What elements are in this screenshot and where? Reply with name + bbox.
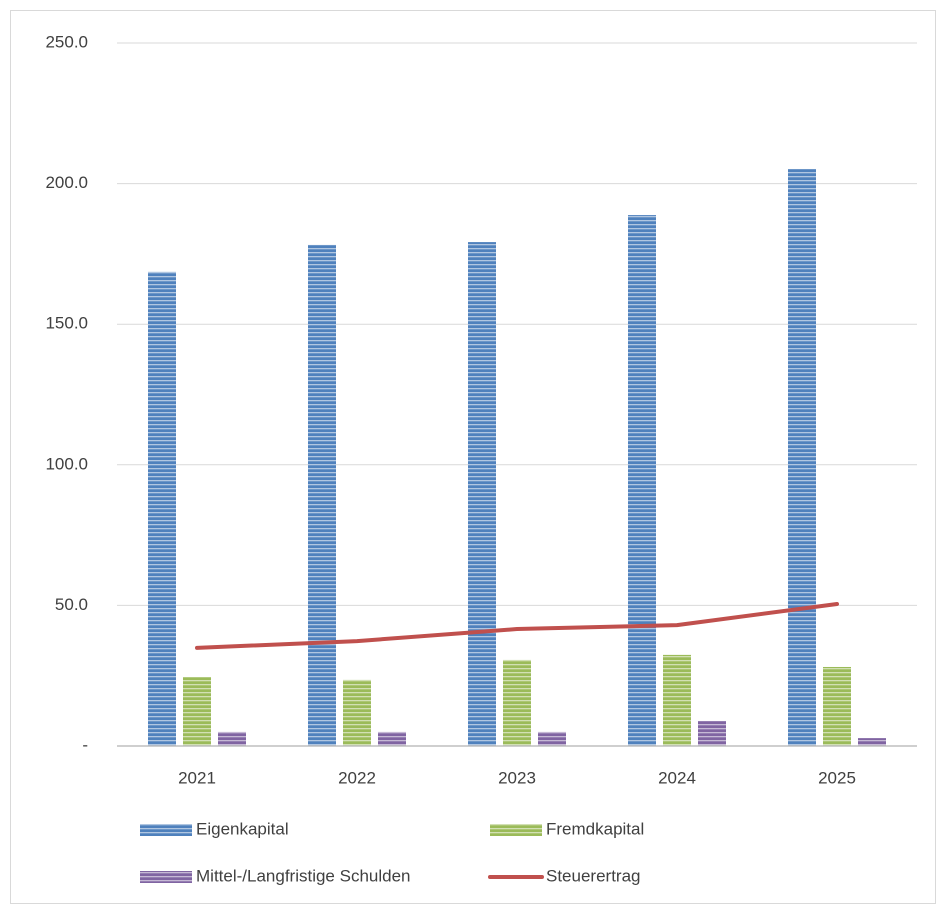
bar <box>663 654 691 746</box>
bar <box>538 731 566 746</box>
bar <box>788 168 816 746</box>
y-tick-label: 50.0 <box>55 595 88 614</box>
x-tick-label: 2021 <box>178 768 216 787</box>
y-tick-label: 250.0 <box>45 32 88 51</box>
bar <box>628 215 656 746</box>
bar <box>823 666 851 746</box>
x-tick-label: 2023 <box>498 768 536 787</box>
bar <box>343 679 371 746</box>
legend-label: Eigenkapital <box>196 819 289 838</box>
x-tick-label: 2022 <box>338 768 376 787</box>
legend-swatch <box>490 824 542 836</box>
y-tick-label: 100.0 <box>45 454 88 473</box>
legend-swatch <box>140 824 192 836</box>
bar <box>148 271 176 746</box>
bar <box>183 677 211 746</box>
bar <box>308 244 336 746</box>
line-series <box>195 601 839 650</box>
legend-label: Steuerertrag <box>546 866 641 885</box>
legend-swatch <box>140 871 192 883</box>
y-tick-label: 150.0 <box>45 314 88 333</box>
y-tick-label: 200.0 <box>45 173 88 192</box>
bar <box>698 720 726 746</box>
x-tick-label: 2025 <box>818 768 856 787</box>
x-tick-label: 2024 <box>658 768 696 787</box>
bar <box>468 242 496 746</box>
bar <box>218 731 246 746</box>
bar <box>378 731 406 746</box>
y-tick-label: - <box>82 735 88 754</box>
bar <box>858 738 886 746</box>
legend-label: Fremdkapital <box>546 819 644 838</box>
bar <box>503 659 531 746</box>
legend-label: Mittel-/Langfristige Schulden <box>196 866 411 885</box>
